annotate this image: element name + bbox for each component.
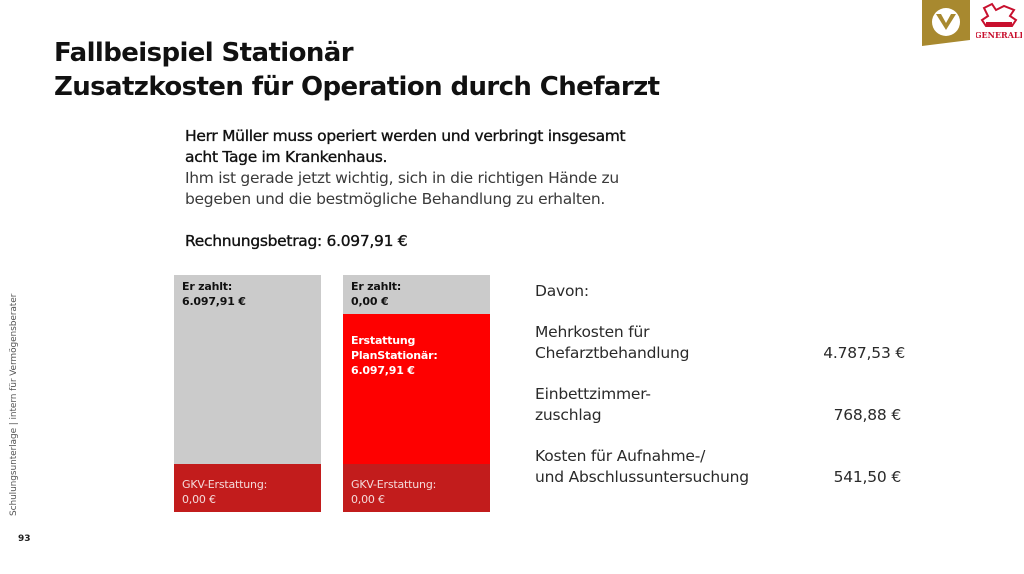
plan-refund-block: Erstattung PlanStationär: 6.097,91 € — [343, 314, 490, 464]
page-number: 93 — [18, 534, 31, 544]
page-title: Fallbeispiel Stationär Zusatzkosten für … — [54, 36, 660, 104]
dvag-logo — [922, 0, 970, 46]
svg-text:GENERALI: GENERALI — [976, 30, 1022, 40]
plan-refund-value: 6.097,91 € — [351, 364, 415, 377]
patient-pays-block: Er zahlt: 0,00 € — [343, 275, 490, 314]
intro-line-4: begeben und die bestmögliche Behandlung … — [185, 190, 606, 208]
intro-bold-line-1: Herr Müller muss operiert werden und ver… — [185, 127, 626, 145]
breakdown-label-line-1: Kosten für Aufnahme-/ — [535, 447, 706, 465]
gkv-refund-value: 0,00 € — [351, 493, 385, 506]
column-without-plan: Er zahlt: 6.097,91 € GKV-Erstattung: 0,0… — [174, 275, 321, 512]
title-line-2: Zusatzkosten für Operation durch Chefarz… — [54, 72, 660, 102]
breakdown-amount: 4.787,53 € — [823, 344, 905, 362]
invoice-total: Rechnungsbetrag: 6.097,91 € — [185, 232, 408, 250]
intro-bold-line-2: acht Tage im Krankenhaus. — [185, 148, 388, 166]
patient-pays-label: Er zahlt: — [182, 280, 233, 293]
gkv-refund-block: GKV-Erstattung: 0,00 € — [174, 464, 321, 512]
patient-pays-value: 6.097,91 € — [182, 295, 246, 308]
title-line-1: Fallbeispiel Stationär — [54, 38, 354, 68]
gkv-refund-label: GKV-Erstattung: — [182, 478, 268, 491]
breakdown-heading: Davon: — [535, 282, 589, 300]
intro-line-3: Ihm ist gerade jetzt wichtig, sich in di… — [185, 169, 619, 187]
breakdown-label-line-2: zuschlag — [535, 406, 602, 424]
generali-lion-logo: GENERALI — [975, 2, 1024, 42]
breakdown-label-line-1: Einbettzimmer- — [535, 385, 651, 403]
column-with-plan: Er zahlt: 0,00 € Erstattung PlanStationä… — [343, 275, 490, 512]
cost-breakdown: Davon: Mehrkosten für Chefarztbehandlung… — [535, 281, 905, 508]
gkv-refund-value: 0,00 € — [182, 493, 216, 506]
patient-pays-value: 0,00 € — [351, 295, 389, 308]
breakdown-label-line-2: und Abschlussuntersuchung — [535, 468, 749, 486]
plan-refund-label-1: Erstattung — [351, 334, 416, 347]
document-classification-note: Schulungsunterlage | intern für Vermögen… — [9, 293, 19, 516]
breakdown-row: Einbettzimmer- zuschlag 768,88 € — [535, 384, 905, 426]
gkv-refund-label: GKV-Erstattung: — [351, 478, 437, 491]
case-description: Herr Müller muss operiert werden und ver… — [185, 126, 685, 252]
breakdown-row: Kosten für Aufnahme-/ und Abschlussunter… — [535, 446, 905, 488]
patient-pays-label: Er zahlt: — [351, 280, 402, 293]
breakdown-label-line-2: Chefarztbehandlung — [535, 344, 690, 362]
patient-pays-block: Er zahlt: 6.097,91 € — [174, 275, 321, 464]
plan-refund-label-2: PlanStationär: — [351, 349, 438, 362]
gkv-refund-block: GKV-Erstattung: 0,00 € — [343, 464, 490, 512]
breakdown-row: Mehrkosten für Chefarztbehandlung 4.787,… — [535, 322, 905, 364]
breakdown-amount: 768,88 € — [833, 406, 902, 424]
breakdown-label-line-1: Mehrkosten für — [535, 323, 650, 341]
breakdown-amount: 541,50 € — [833, 468, 902, 486]
